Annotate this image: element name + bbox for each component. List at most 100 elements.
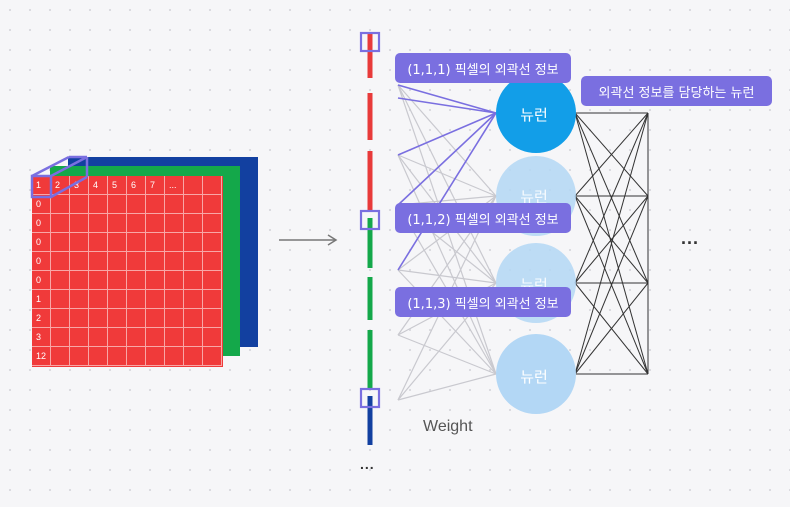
hidden-ellipsis: ...: [681, 228, 700, 248]
grid-cell: [165, 271, 184, 290]
grid-cell: [70, 252, 89, 271]
grid-cell: [184, 214, 203, 233]
grid-cell: [146, 195, 165, 214]
weight-line-active: [397, 112, 497, 206]
grid-cell: [70, 309, 89, 328]
grid-cell: [89, 347, 108, 366]
grid-cell: [51, 195, 70, 214]
grid-cell: [89, 290, 108, 309]
row-value-cell: 3: [32, 328, 51, 347]
grid-cell: [203, 252, 222, 271]
grid-cell: [184, 309, 203, 328]
grid-cell: [165, 328, 184, 347]
grid-cell: [70, 347, 89, 366]
row-value-cell: 1: [32, 290, 51, 309]
dense-line: [574, 112, 649, 284]
grid-cell: [89, 309, 108, 328]
header-cell: 3: [70, 176, 89, 195]
row-value-cell: 12: [32, 347, 51, 366]
vector-selection-box: [359, 209, 381, 231]
grid-cell: [184, 290, 203, 309]
pixel-selection-cube: [30, 155, 89, 199]
row-value-cell: 2: [32, 309, 51, 328]
weight-line: [397, 84, 497, 197]
grid-cell: [70, 233, 89, 252]
grid-cell: [108, 195, 127, 214]
row-value-cell: 0: [32, 195, 51, 214]
red-channel: 1 2 3 4 5 6 7... 0 0 0 0 0 1 2 3 12: [32, 176, 223, 367]
grid-cell: [51, 290, 70, 309]
grid-cell: [89, 195, 108, 214]
grid-cell: [51, 328, 70, 347]
grid-cell: [51, 214, 70, 233]
header-cell: 4: [89, 176, 108, 195]
grid-cell: [184, 252, 203, 271]
weight-line-active: [397, 97, 497, 114]
grid-cell: [184, 328, 203, 347]
grid-cell: [70, 214, 89, 233]
neuron-label-1: 뉴런: [520, 106, 548, 124]
grid-cell: [165, 347, 184, 366]
row-value-cell: 0: [32, 233, 51, 252]
weight-line-active: [397, 112, 497, 271]
neuron-label-4: 뉴런: [520, 368, 548, 386]
row-value-cell: 0: [32, 271, 51, 290]
grid-cell: [108, 214, 127, 233]
grid-cell: [203, 195, 222, 214]
grid-cell: [89, 271, 108, 290]
grid-cell: [70, 195, 89, 214]
header-cell: 5: [108, 176, 127, 195]
weight-line: [397, 269, 497, 375]
grid-cell: [165, 214, 184, 233]
row-value-cell: 0: [32, 252, 51, 271]
grid-cell: [108, 271, 127, 290]
vector-selection-box: [359, 387, 381, 409]
weight-line: [397, 154, 497, 197]
grid-cell: [108, 347, 127, 366]
grid-cell: [127, 328, 146, 347]
grid-cell: [203, 328, 222, 347]
pixel-tag-1: (1,1,1) 픽셀의 외곽선 정보: [395, 53, 571, 83]
grid-cell: [89, 233, 108, 252]
grid-cell: [146, 290, 165, 309]
grid-cell: [203, 271, 222, 290]
weight-label: Weight: [423, 418, 473, 435]
grid-cell: [127, 214, 146, 233]
weight-line: [397, 269, 497, 284]
grid-cell: [146, 347, 165, 366]
row-value-cell: 0: [32, 214, 51, 233]
grid-cell: [203, 309, 222, 328]
header-cell: 6: [127, 176, 146, 195]
grid-cell: [108, 309, 127, 328]
neuron-4: [496, 334, 576, 414]
neuron-1: [496, 73, 576, 153]
grid-cell: [165, 195, 184, 214]
grid-cell: [108, 252, 127, 271]
dense-line: [574, 112, 649, 197]
grid-cell: [51, 233, 70, 252]
weight-line-active: [397, 112, 497, 156]
grid-cell: [51, 309, 70, 328]
grid-cell: [165, 252, 184, 271]
weight-line: [397, 154, 497, 375]
grid-cell: [203, 176, 222, 195]
grid-cell: [108, 290, 127, 309]
grid-cell: [89, 252, 108, 271]
neuron-role-tag: 외곽선 정보를 담당하는 뉴런: [581, 76, 772, 106]
vector-selection-box: [359, 31, 381, 53]
weight-line: [397, 334, 497, 375]
weight-line-active: [397, 84, 497, 114]
grid-cell: [70, 328, 89, 347]
grid-cell: [108, 233, 127, 252]
grid-cell: [108, 328, 127, 347]
grid-cell: [184, 233, 203, 252]
grid-cell: [51, 347, 70, 366]
dense-line: [574, 282, 649, 375]
dense-line: [574, 112, 649, 375]
grid-cell: [127, 252, 146, 271]
grid-cell: [89, 328, 108, 347]
grid-cell: [51, 271, 70, 290]
header-cell: 7: [146, 176, 165, 195]
grid-cell: [203, 214, 222, 233]
grid-cell: [146, 271, 165, 290]
